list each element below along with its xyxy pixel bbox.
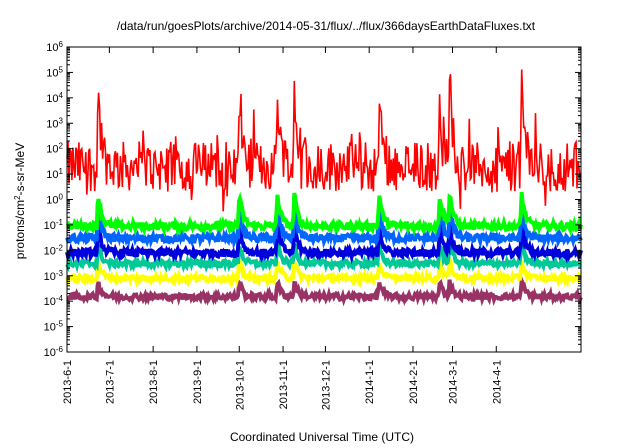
y-tick-label: 10-5 bbox=[44, 319, 64, 334]
series-line-2 bbox=[65, 206, 583, 250]
series-line-5 bbox=[65, 256, 583, 290]
y-tick-label: 102 bbox=[46, 141, 63, 156]
y-tick-label: 103 bbox=[46, 116, 63, 131]
x-tick-label: 2014-4-1 bbox=[491, 360, 503, 404]
y-tick-label: 10-2 bbox=[44, 243, 64, 257]
y-tick-label: 106 bbox=[46, 40, 63, 55]
y-axis: 10-6 10-5 10-4 10-3 10-2 10-1 100 101 102 103 104 1… bbox=[44, 40, 581, 360]
y-tick-label: 101 bbox=[46, 167, 63, 182]
chart-title: /data/run/goesPlots/archive/2014-05-31/f… bbox=[117, 19, 536, 33]
x-tick-label: 2013-8-1 bbox=[148, 360, 160, 404]
x-tick-label: 2013-11-1 bbox=[278, 360, 290, 409]
x-tick-label: 2014-1-1 bbox=[364, 360, 376, 404]
y-tick-label: 10-4 bbox=[44, 294, 64, 309]
y-tick-label: 105 bbox=[46, 65, 63, 80]
y-tick-label: 100 bbox=[46, 192, 63, 207]
plot-area bbox=[65, 46, 583, 353]
y-tick-label: 10-3 bbox=[44, 268, 64, 283]
plot-frame bbox=[66, 46, 582, 353]
series-line-3 bbox=[65, 219, 583, 265]
series-line-1 bbox=[66, 191, 583, 238]
x-tick-label: 2013-9-1 bbox=[192, 360, 204, 404]
x-tick-label: 2013-7-1 bbox=[104, 360, 116, 404]
x-axis: 2013-6-1 2013-7-1 2013-8-1 2013-9-1 2013-10-… bbox=[62, 47, 503, 410]
y-tick-label: 10-6 bbox=[44, 345, 64, 360]
x-tick-label: 2014-2-1 bbox=[408, 360, 420, 404]
series-line-0 bbox=[66, 69, 582, 212]
x-tick-label: 2013-12-1 bbox=[320, 360, 332, 410]
series-line-4 bbox=[65, 238, 582, 274]
y-axis-label: protons/cm2-s-sr-MeV bbox=[13, 143, 28, 259]
y-tick-label: 104 bbox=[46, 90, 63, 105]
x-axis-label: Coordinated Universal Time (UTC) bbox=[230, 430, 414, 444]
x-tick-label: 2013-6-1 bbox=[62, 360, 74, 404]
x-tick-label: 2013-10-1 bbox=[234, 360, 246, 410]
y-tick-label: 10-1 bbox=[44, 217, 64, 232]
series-line-6 bbox=[66, 272, 583, 307]
x-tick-label: 2014-3-1 bbox=[448, 360, 460, 404]
